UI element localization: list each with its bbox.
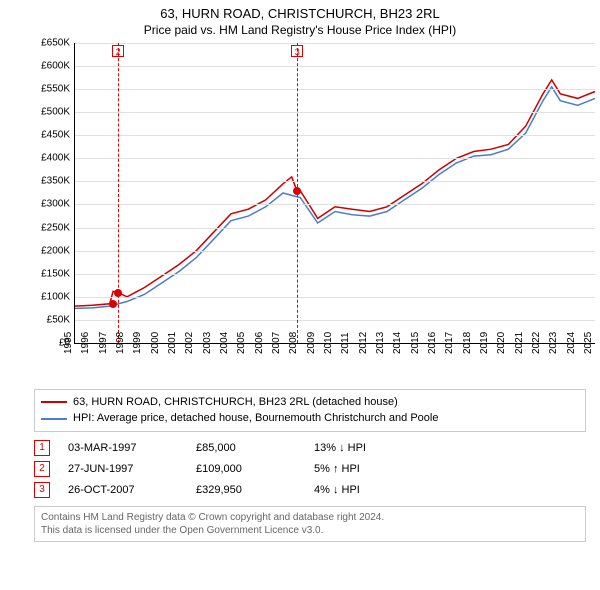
x-tick-label: 2025: [583, 332, 600, 354]
legend-box: 63, HURN ROAD, CHRISTCHURCH, BH23 2RL (d…: [34, 389, 586, 432]
series-line: [75, 87, 595, 309]
y-tick-label: £650K: [34, 37, 70, 48]
plot-area: 23: [74, 43, 595, 344]
chart-marker-box: 2: [112, 45, 124, 57]
chart-marker-dot: [293, 187, 301, 195]
event-price: £109,000: [196, 463, 296, 475]
legend-item: 63, HURN ROAD, CHRISTCHURCH, BH23 2RL (d…: [41, 394, 579, 411]
event-row: 2 27-JUN-1997 £109,000 5% ↑ HPI: [34, 461, 586, 477]
chart-subtitle: Price paid vs. HM Land Registry's House …: [10, 23, 590, 37]
chart-marker-box: 3: [291, 45, 303, 57]
chart-container: 63, HURN ROAD, CHRISTCHURCH, BH23 2RL Pr…: [0, 0, 600, 590]
event-delta: 13% ↓ HPI: [314, 442, 366, 454]
event-row: 3 26-OCT-2007 £329,950 4% ↓ HPI: [34, 482, 586, 498]
event-date: 03-MAR-1997: [68, 442, 178, 454]
event-price: £329,950: [196, 484, 296, 496]
event-date: 26-OCT-2007: [68, 484, 178, 496]
footer-line-1: Contains HM Land Registry data © Crown c…: [41, 511, 579, 524]
y-tick-label: £50K: [34, 314, 70, 325]
series-line: [75, 80, 595, 306]
legend-swatch: [41, 418, 67, 420]
y-tick-label: £600K: [34, 60, 70, 71]
y-tick-label: £100K: [34, 291, 70, 302]
event-list: 1 03-MAR-1997 £85,000 13% ↓ HPI 2 27-JUN-1997…: [34, 440, 586, 498]
y-tick-label: £250K: [34, 222, 70, 233]
y-tick-label: £300K: [34, 199, 70, 210]
event-id-box: 3: [34, 482, 50, 498]
event-row: 1 03-MAR-1997 £85,000 13% ↓ HPI: [34, 440, 586, 456]
y-tick-label: £400K: [34, 153, 70, 164]
legend-label: 63, HURN ROAD, CHRISTCHURCH, BH23 2RL (d…: [73, 394, 398, 411]
legend-item: HPI: Average price, detached house, Bour…: [41, 410, 579, 427]
y-tick-label: £150K: [34, 268, 70, 279]
chart-title: 63, HURN ROAD, CHRISTCHURCH, BH23 2RL: [10, 6, 590, 23]
event-delta: 5% ↑ HPI: [314, 463, 360, 475]
legend-label: HPI: Average price, detached house, Bour…: [73, 410, 438, 427]
y-tick-label: £350K: [34, 176, 70, 187]
chart-marker-dot: [109, 300, 117, 308]
event-delta: 4% ↓ HPI: [314, 484, 360, 496]
line-series: [75, 43, 595, 343]
x-axis-labels: 1995199619971998199920002001200220032004…: [74, 348, 594, 383]
y-tick-label: £500K: [34, 107, 70, 118]
event-id-box: 2: [34, 461, 50, 477]
event-price: £85,000: [196, 442, 296, 454]
event-id-box: 1: [34, 440, 50, 456]
event-date: 27-JUN-1997: [68, 463, 178, 475]
chart-area: £0£50K£100K£150K£200K£250K£300K£350K£400…: [34, 43, 594, 383]
y-tick-label: £450K: [34, 130, 70, 141]
footer-line-2: This data is licensed under the Open Gov…: [41, 524, 579, 537]
y-tick-label: £550K: [34, 84, 70, 95]
y-tick-label: £200K: [34, 245, 70, 256]
chart-marker-dot: [114, 289, 122, 297]
legend-swatch: [41, 401, 67, 403]
attribution-footer: Contains HM Land Registry data © Crown c…: [34, 506, 586, 542]
